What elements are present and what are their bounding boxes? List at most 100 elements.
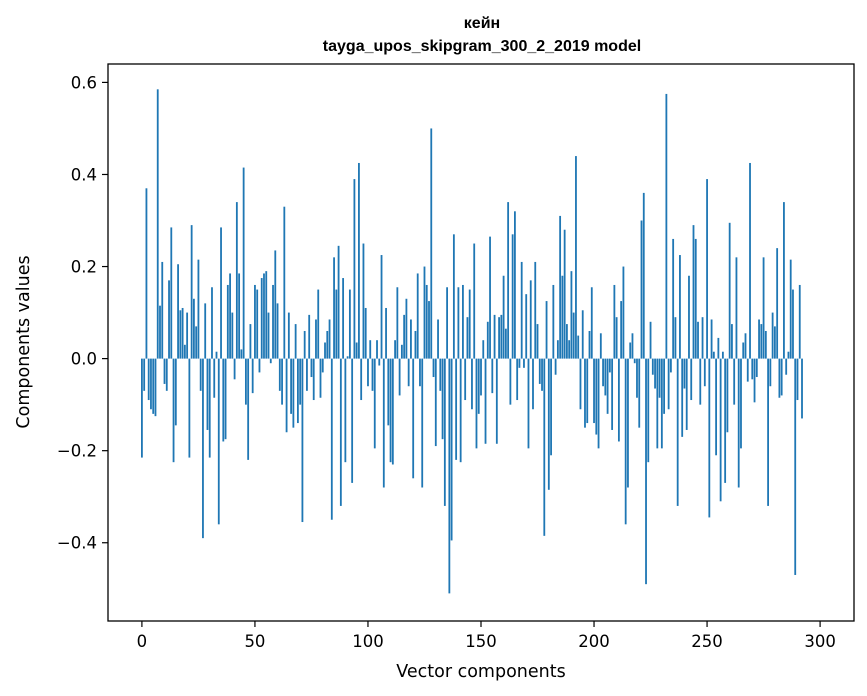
bar-188 <box>566 324 568 359</box>
bar-186 <box>561 275 564 359</box>
bar-264 <box>737 358 740 488</box>
bar-200 <box>593 358 595 424</box>
bar-80 <box>321 358 324 373</box>
bar-113 <box>396 287 399 359</box>
bar-112 <box>394 340 396 359</box>
bar-35 <box>220 227 222 359</box>
bar-62 <box>281 358 283 405</box>
bar-232 <box>665 93 668 359</box>
bar-178 <box>543 358 546 536</box>
bar-147 <box>473 243 476 359</box>
bar-54 <box>263 273 265 359</box>
bar-291 <box>798 284 801 359</box>
bar-140 <box>457 287 460 359</box>
bar-253 <box>712 351 715 359</box>
bar-139 <box>455 358 458 460</box>
bar-283 <box>780 358 783 396</box>
bar-156 <box>493 314 496 359</box>
bar-170 <box>525 294 528 359</box>
bar-235 <box>672 238 675 359</box>
bar-263 <box>735 257 738 359</box>
bar-118 <box>407 358 410 387</box>
bar-267 <box>744 333 747 359</box>
bar-66 <box>290 358 293 414</box>
bar-129 <box>432 358 435 378</box>
bar-134 <box>443 358 446 506</box>
bar-115 <box>400 344 403 359</box>
bar-127 <box>428 301 430 359</box>
bar-24 <box>195 326 198 359</box>
bar-202 <box>597 358 600 449</box>
bar-57 <box>269 358 272 364</box>
bar-255 <box>717 337 720 359</box>
bar-125 <box>423 266 426 359</box>
bar-193 <box>577 335 580 359</box>
bar-33 <box>215 351 218 359</box>
bar-280 <box>773 326 776 359</box>
bar-205 <box>604 358 607 396</box>
bar-198 <box>588 330 591 359</box>
bar-257 <box>721 351 724 359</box>
bar-55 <box>265 271 268 359</box>
bar-63 <box>283 206 286 359</box>
bar-157 <box>495 358 498 444</box>
bar-152 <box>484 358 487 444</box>
bar-231 <box>663 358 666 414</box>
bar-89 <box>342 278 345 359</box>
bar-165 <box>514 211 516 359</box>
bar-86 <box>335 289 338 359</box>
bar-50 <box>254 284 256 359</box>
bar-166 <box>516 358 519 401</box>
bar-21 <box>188 358 191 458</box>
bar-159 <box>500 314 503 359</box>
bar-14 <box>172 358 175 463</box>
bar-275 <box>762 257 765 359</box>
bar-2 <box>145 188 148 359</box>
bar-143 <box>464 358 467 401</box>
bar-187 <box>563 229 566 359</box>
bar-191 <box>572 312 575 359</box>
bar-56 <box>267 312 270 359</box>
bar-58 <box>272 284 274 359</box>
bar-216 <box>629 342 632 359</box>
bar-268 <box>746 358 749 382</box>
bar-69 <box>296 358 299 424</box>
bar-209 <box>613 284 616 359</box>
y-tick-label: −0.2 <box>57 442 97 461</box>
bar-90 <box>344 358 347 463</box>
bar-88 <box>339 358 342 506</box>
bar-273 <box>758 319 760 359</box>
bar-174 <box>534 261 537 359</box>
bar-22 <box>190 225 193 359</box>
bar-132 <box>439 358 442 391</box>
bar-150 <box>480 358 482 396</box>
bar-37 <box>224 358 227 440</box>
bar-278 <box>769 358 772 387</box>
bar-258 <box>724 358 727 483</box>
bar-60 <box>276 303 279 359</box>
bar-168 <box>520 261 523 359</box>
x-tick-label: 0 <box>137 632 148 651</box>
bar-91 <box>346 356 349 359</box>
bar-93 <box>351 358 354 483</box>
bar-87 <box>337 245 340 359</box>
bar-6 <box>154 358 157 417</box>
bar-289 <box>794 358 797 575</box>
bar-222 <box>642 192 645 359</box>
bar-164 <box>511 234 514 359</box>
bar-107 <box>382 358 385 488</box>
bar-172 <box>529 280 532 359</box>
bar-110 <box>389 358 392 463</box>
bar-247 <box>699 358 702 405</box>
bar-177 <box>541 358 543 391</box>
bar-series <box>141 89 803 594</box>
bar-240 <box>683 358 686 389</box>
bar-290 <box>796 358 799 401</box>
bar-201 <box>595 358 598 435</box>
bar-130 <box>434 358 437 447</box>
bar-181 <box>550 358 552 456</box>
bar-106 <box>380 255 383 359</box>
bar-163 <box>509 358 512 405</box>
bar-190 <box>570 271 573 359</box>
